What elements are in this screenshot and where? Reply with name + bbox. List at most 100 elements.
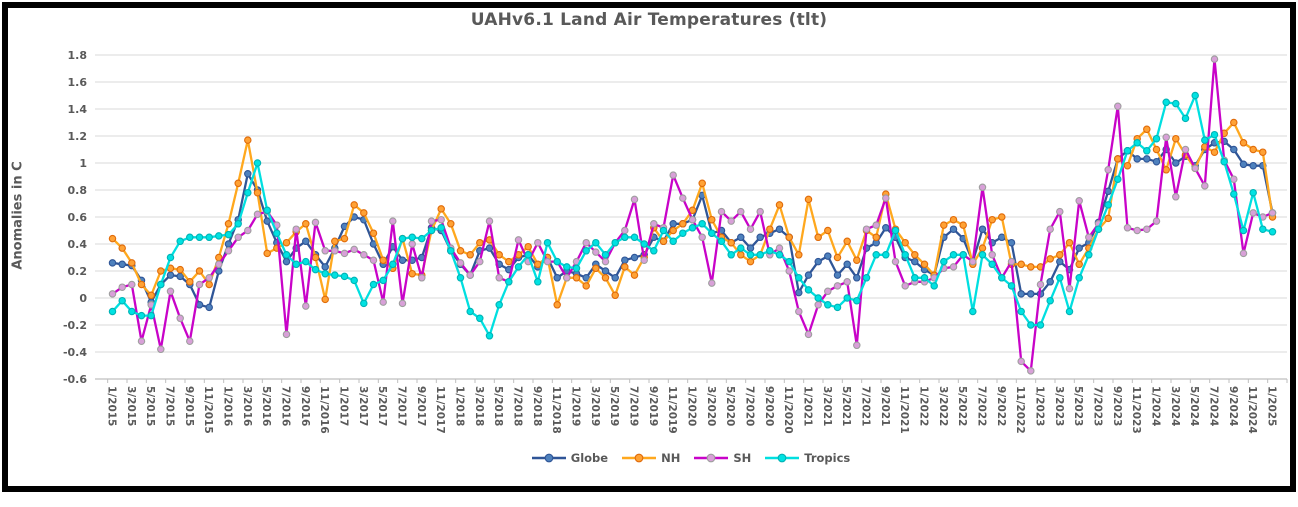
marker-globe bbox=[263, 217, 271, 225]
marker-nh bbox=[137, 280, 146, 289]
marker-nh bbox=[437, 205, 445, 213]
y-tick-label: 1.8 bbox=[68, 49, 88, 62]
marker-sh bbox=[1152, 217, 1161, 225]
x-tick-label: 3/2023 bbox=[1053, 386, 1065, 426]
legend-item-nh: NH bbox=[622, 451, 680, 465]
marker-tropics bbox=[650, 247, 658, 255]
marker-nh bbox=[940, 221, 948, 229]
marker-globe bbox=[911, 257, 919, 266]
marker-tropics bbox=[988, 260, 996, 269]
marker-tropics bbox=[679, 229, 687, 237]
marker-sh bbox=[630, 195, 639, 204]
x-tick-label: 7/2015 bbox=[164, 386, 176, 426]
y-tick-label: 0.8 bbox=[68, 184, 88, 197]
y-tick-label: 0.4 bbox=[68, 238, 88, 251]
marker-globe bbox=[1007, 238, 1016, 247]
marker-nh bbox=[824, 226, 832, 235]
marker-globe bbox=[244, 170, 252, 178]
marker-tropics bbox=[215, 232, 223, 240]
marker-nh bbox=[669, 226, 677, 235]
marker-globe bbox=[978, 225, 987, 233]
marker-sh bbox=[1210, 55, 1219, 63]
marker-globe bbox=[398, 256, 407, 264]
marker-sh bbox=[1133, 226, 1141, 235]
marker-tropics bbox=[949, 251, 958, 259]
marker-tropics bbox=[398, 234, 407, 243]
marker-globe bbox=[1056, 257, 1064, 266]
marker-nh bbox=[1123, 161, 1132, 170]
marker-tropics bbox=[456, 274, 465, 282]
marker-nh bbox=[360, 209, 368, 217]
marker-tropics bbox=[1268, 228, 1277, 236]
marker-tropics bbox=[843, 294, 851, 302]
marker-sh bbox=[495, 274, 503, 282]
marker-globe bbox=[1046, 278, 1054, 286]
marker-tropics bbox=[1172, 99, 1180, 108]
x-tick-label: 7/2021 bbox=[860, 386, 872, 426]
marker-sh bbox=[157, 345, 165, 354]
x-tick-label: 7/2019 bbox=[628, 386, 640, 426]
y-tick-label: 0.6 bbox=[68, 211, 88, 224]
marker-nh bbox=[1065, 238, 1074, 247]
marker-globe bbox=[166, 271, 175, 279]
marker-sh bbox=[1075, 197, 1083, 205]
x-tick-label: 1/2019 bbox=[570, 386, 582, 426]
marker-nh bbox=[1210, 148, 1219, 156]
x-tick-label: 11/2023 bbox=[1130, 386, 1142, 434]
marker-nh bbox=[1230, 118, 1238, 127]
marker-tropics bbox=[630, 233, 639, 242]
marker-sh bbox=[814, 301, 822, 309]
marker-tropics bbox=[640, 240, 648, 248]
marker-nh bbox=[737, 251, 745, 259]
marker-nh bbox=[186, 278, 194, 286]
marker-tropics bbox=[350, 276, 358, 285]
x-tick-label: 9/2015 bbox=[183, 386, 195, 426]
marker-sh bbox=[1046, 225, 1054, 233]
x-tick-label: 11/2020 bbox=[782, 386, 794, 434]
marker-globe bbox=[1230, 145, 1238, 154]
marker-tropics bbox=[1239, 226, 1248, 235]
marker-tropics bbox=[824, 301, 832, 309]
marker-tropics bbox=[930, 282, 938, 290]
marker-nh bbox=[998, 213, 1006, 221]
marker-sh bbox=[534, 238, 542, 247]
marker-tropics bbox=[427, 226, 436, 235]
marker-globe bbox=[553, 274, 561, 282]
marker-nh bbox=[369, 229, 378, 237]
marker-nh bbox=[621, 263, 629, 271]
marker-sh bbox=[427, 217, 436, 225]
x-tick-label: 11/2021 bbox=[898, 386, 910, 434]
marker-tropics bbox=[418, 234, 426, 243]
marker-nh bbox=[456, 247, 465, 255]
marker-tropics bbox=[737, 244, 745, 252]
marker-globe bbox=[1017, 290, 1025, 298]
marker-sh bbox=[1017, 357, 1025, 366]
legend-marker-globe-icon bbox=[531, 453, 566, 463]
marker-sh bbox=[1114, 102, 1122, 111]
marker-tropics bbox=[1201, 136, 1209, 144]
marker-tropics bbox=[524, 251, 532, 259]
marker-nh bbox=[282, 238, 291, 247]
marker-nh bbox=[205, 280, 213, 289]
marker-sh bbox=[824, 287, 832, 296]
x-tick-label: 3/2016 bbox=[241, 386, 253, 426]
marker-tropics bbox=[147, 311, 155, 320]
marker-globe bbox=[1152, 157, 1161, 166]
marker-tropics bbox=[1230, 190, 1238, 198]
marker-sh bbox=[1239, 249, 1248, 258]
marker-sh bbox=[253, 210, 262, 219]
marker-nh bbox=[920, 260, 929, 269]
x-tick-label: 9/2016 bbox=[299, 386, 311, 426]
marker-tropics bbox=[669, 237, 677, 246]
marker-tropics bbox=[253, 159, 262, 167]
marker-globe bbox=[804, 271, 813, 279]
marker-sh bbox=[1181, 145, 1190, 154]
x-tick-label: 11/2016 bbox=[318, 386, 330, 434]
marker-nh bbox=[959, 221, 967, 229]
marker-sh bbox=[688, 215, 697, 224]
marker-sh bbox=[737, 207, 745, 216]
marker-tropics bbox=[331, 271, 339, 279]
x-tick-label: 5/2016 bbox=[260, 386, 272, 426]
marker-globe bbox=[1239, 160, 1248, 169]
marker-sh bbox=[621, 226, 629, 235]
